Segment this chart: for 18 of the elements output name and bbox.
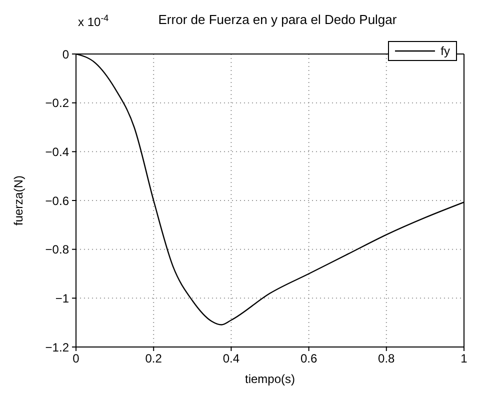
y-tick-label: −0.4 — [45, 144, 70, 159]
x-tick-label: 0.6 — [300, 352, 318, 366]
legend-label: fy — [440, 44, 450, 58]
y-tick-label: −0.8 — [45, 242, 70, 257]
y-tick-label: −1.2 — [45, 340, 70, 354]
y-tick-label: 0 — [62, 47, 70, 62]
x-tick-label: 0.4 — [222, 352, 240, 366]
y-axis-title: fuerza(N) — [11, 175, 26, 226]
chart-title: Error de Fuerza en y para el Dedo Pulgar — [158, 12, 398, 27]
x-tick-label: 0.2 — [145, 352, 162, 366]
y-tick-label: −0.2 — [45, 96, 70, 110]
y-tick-label: −1 — [55, 291, 70, 306]
y-tick-label: −0.6 — [45, 194, 70, 208]
x-tick-label: 0.8 — [378, 352, 396, 366]
text: x 10$^{-4}$ — [78, 13, 109, 29]
x-tick-label: 0 — [72, 352, 80, 366]
x-tick-label: 1 — [460, 352, 468, 366]
x-axis-title: tiempo(s) — [244, 372, 296, 386]
